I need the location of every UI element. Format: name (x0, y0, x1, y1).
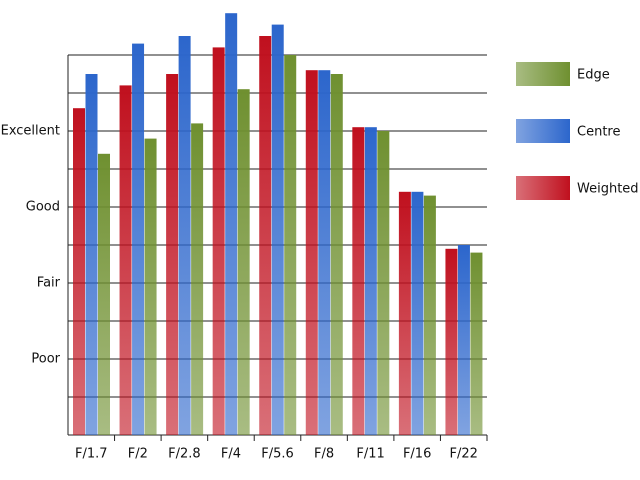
bar (398, 191, 411, 435)
bar (284, 55, 297, 435)
bar (178, 36, 191, 435)
y-tick-label: Excellent (1, 124, 60, 139)
bar (271, 24, 284, 435)
bar (423, 195, 436, 435)
bar (330, 74, 343, 435)
bar (411, 191, 424, 435)
bar (144, 138, 157, 435)
legend-swatch (516, 62, 570, 86)
bar (132, 43, 145, 435)
bar (237, 89, 250, 435)
bar (352, 127, 365, 435)
legend-label: Edge (577, 68, 610, 83)
y-tick-label: Fair (37, 276, 61, 291)
bar (191, 123, 204, 436)
bar (445, 248, 458, 435)
x-tick-label: F/1.7 (75, 447, 108, 462)
legend-swatch (516, 119, 570, 143)
bar (364, 127, 377, 435)
x-tick-label: F/8 (314, 447, 334, 462)
legend-swatch (516, 176, 570, 200)
x-tick-label: F/4 (221, 447, 241, 462)
legend-label: Centre (577, 125, 620, 140)
x-tick-label: F/2.8 (168, 447, 201, 462)
bar (457, 245, 470, 435)
bar (377, 131, 390, 435)
x-tick-label: F/16 (403, 447, 431, 462)
legend-label: Weighted (577, 182, 639, 197)
bar (212, 47, 225, 436)
y-tick-label: Poor (31, 352, 60, 367)
x-tick-label: F/11 (356, 447, 384, 462)
bar (259, 36, 272, 435)
bar (318, 70, 331, 435)
bar (85, 74, 98, 435)
bar (305, 70, 318, 435)
bar (166, 74, 179, 435)
bar (119, 85, 132, 436)
x-tick-label: F/2 (128, 447, 148, 462)
bar (470, 252, 483, 435)
bar (98, 153, 110, 436)
x-tick-label: F/22 (450, 447, 478, 462)
bar (225, 13, 238, 435)
x-tick-label: F/5.6 (261, 447, 294, 462)
y-tick-label: Good (26, 200, 60, 215)
bar (73, 108, 85, 435)
